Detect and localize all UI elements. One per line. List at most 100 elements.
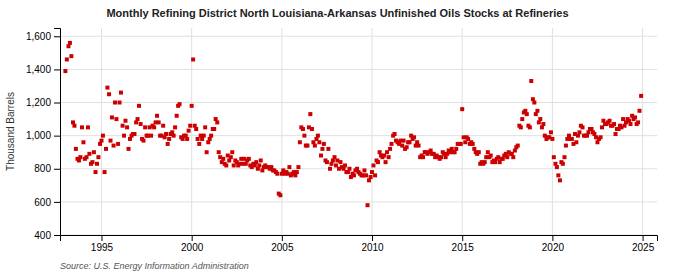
point — [608, 119, 612, 123]
grid-line-y — [60, 201, 657, 202]
y-tick: 600 — [34, 197, 60, 208]
point — [376, 160, 380, 164]
chart: 19952000200520102015202020254006008001,0… — [0, 0, 675, 275]
y-tick-label: 600 — [34, 197, 51, 208]
x-tick: 2020 — [542, 235, 565, 253]
point — [187, 129, 191, 133]
point — [525, 112, 529, 116]
y-axis: 4006008001,0001,2001,4001,600 — [26, 29, 61, 241]
point — [257, 163, 261, 167]
x-tick: 2015 — [452, 235, 475, 253]
point — [599, 135, 603, 139]
point — [107, 92, 111, 96]
y-tick-mark — [54, 36, 60, 37]
point — [149, 134, 153, 138]
point — [110, 115, 114, 119]
point — [101, 134, 105, 138]
point — [459, 142, 463, 146]
y-tick-label: 1,400 — [26, 64, 51, 75]
point — [275, 172, 279, 176]
point — [68, 41, 72, 45]
grid-line-x — [281, 28, 282, 235]
point — [388, 147, 392, 151]
point — [295, 170, 299, 174]
point — [555, 165, 559, 169]
point — [118, 101, 122, 105]
points — [63, 41, 643, 207]
point — [209, 134, 213, 138]
point — [127, 147, 131, 151]
x-tick: 2010 — [361, 235, 384, 253]
point — [212, 127, 216, 131]
point — [122, 134, 126, 138]
point — [230, 150, 234, 154]
point — [639, 94, 643, 98]
point — [175, 114, 179, 118]
point — [247, 157, 251, 161]
point — [633, 115, 637, 119]
point — [188, 124, 192, 128]
point — [96, 155, 100, 159]
point — [155, 114, 159, 118]
point — [78, 155, 82, 159]
x-tick: 2000 — [181, 235, 204, 253]
point — [570, 137, 574, 141]
point — [109, 139, 113, 143]
point — [173, 125, 177, 129]
point — [317, 140, 321, 144]
point — [412, 135, 416, 139]
point — [105, 86, 109, 90]
y-tick: 1,000 — [26, 130, 60, 141]
point — [528, 125, 532, 129]
point — [161, 124, 165, 128]
point — [305, 144, 309, 148]
point — [538, 117, 542, 121]
x-tick-label: 2020 — [542, 242, 565, 253]
point — [104, 147, 108, 151]
point — [405, 145, 409, 149]
point — [347, 167, 351, 171]
point — [203, 125, 207, 129]
point — [166, 142, 170, 146]
title: Monthly Refining District North Louisian… — [106, 7, 568, 19]
point — [69, 54, 73, 58]
point — [366, 203, 370, 207]
point — [116, 142, 120, 146]
point — [477, 150, 481, 154]
point — [471, 142, 475, 146]
point — [137, 104, 141, 108]
plot: 19952000200520102015202020254006008001,0… — [26, 28, 658, 253]
x-tick-mark — [282, 235, 283, 241]
point — [80, 125, 84, 129]
x-tick-mark — [462, 235, 463, 241]
y-tick-mark — [54, 235, 60, 236]
point — [94, 170, 98, 174]
point — [298, 140, 302, 144]
x-tick-label: 2000 — [181, 242, 204, 253]
point — [143, 125, 147, 129]
grid-line-y — [60, 69, 657, 70]
x-tick-mark — [552, 235, 553, 241]
grid-line-y — [60, 36, 657, 37]
point — [550, 137, 554, 141]
point — [636, 120, 640, 124]
point — [157, 120, 161, 124]
point — [185, 137, 189, 141]
grid — [60, 28, 657, 235]
point — [310, 127, 314, 131]
point — [95, 162, 99, 166]
point — [326, 147, 330, 151]
point — [119, 91, 123, 95]
point — [221, 157, 225, 161]
y-tick: 800 — [34, 163, 60, 174]
x-tick-label: 2010 — [361, 242, 384, 253]
point — [217, 150, 221, 154]
y-tick-mark — [54, 69, 60, 70]
point — [308, 112, 312, 116]
y-tick-mark — [54, 136, 60, 137]
point — [92, 150, 96, 154]
point — [320, 147, 324, 151]
point — [402, 139, 406, 143]
x-tick-mark — [372, 235, 373, 241]
point — [142, 139, 146, 143]
